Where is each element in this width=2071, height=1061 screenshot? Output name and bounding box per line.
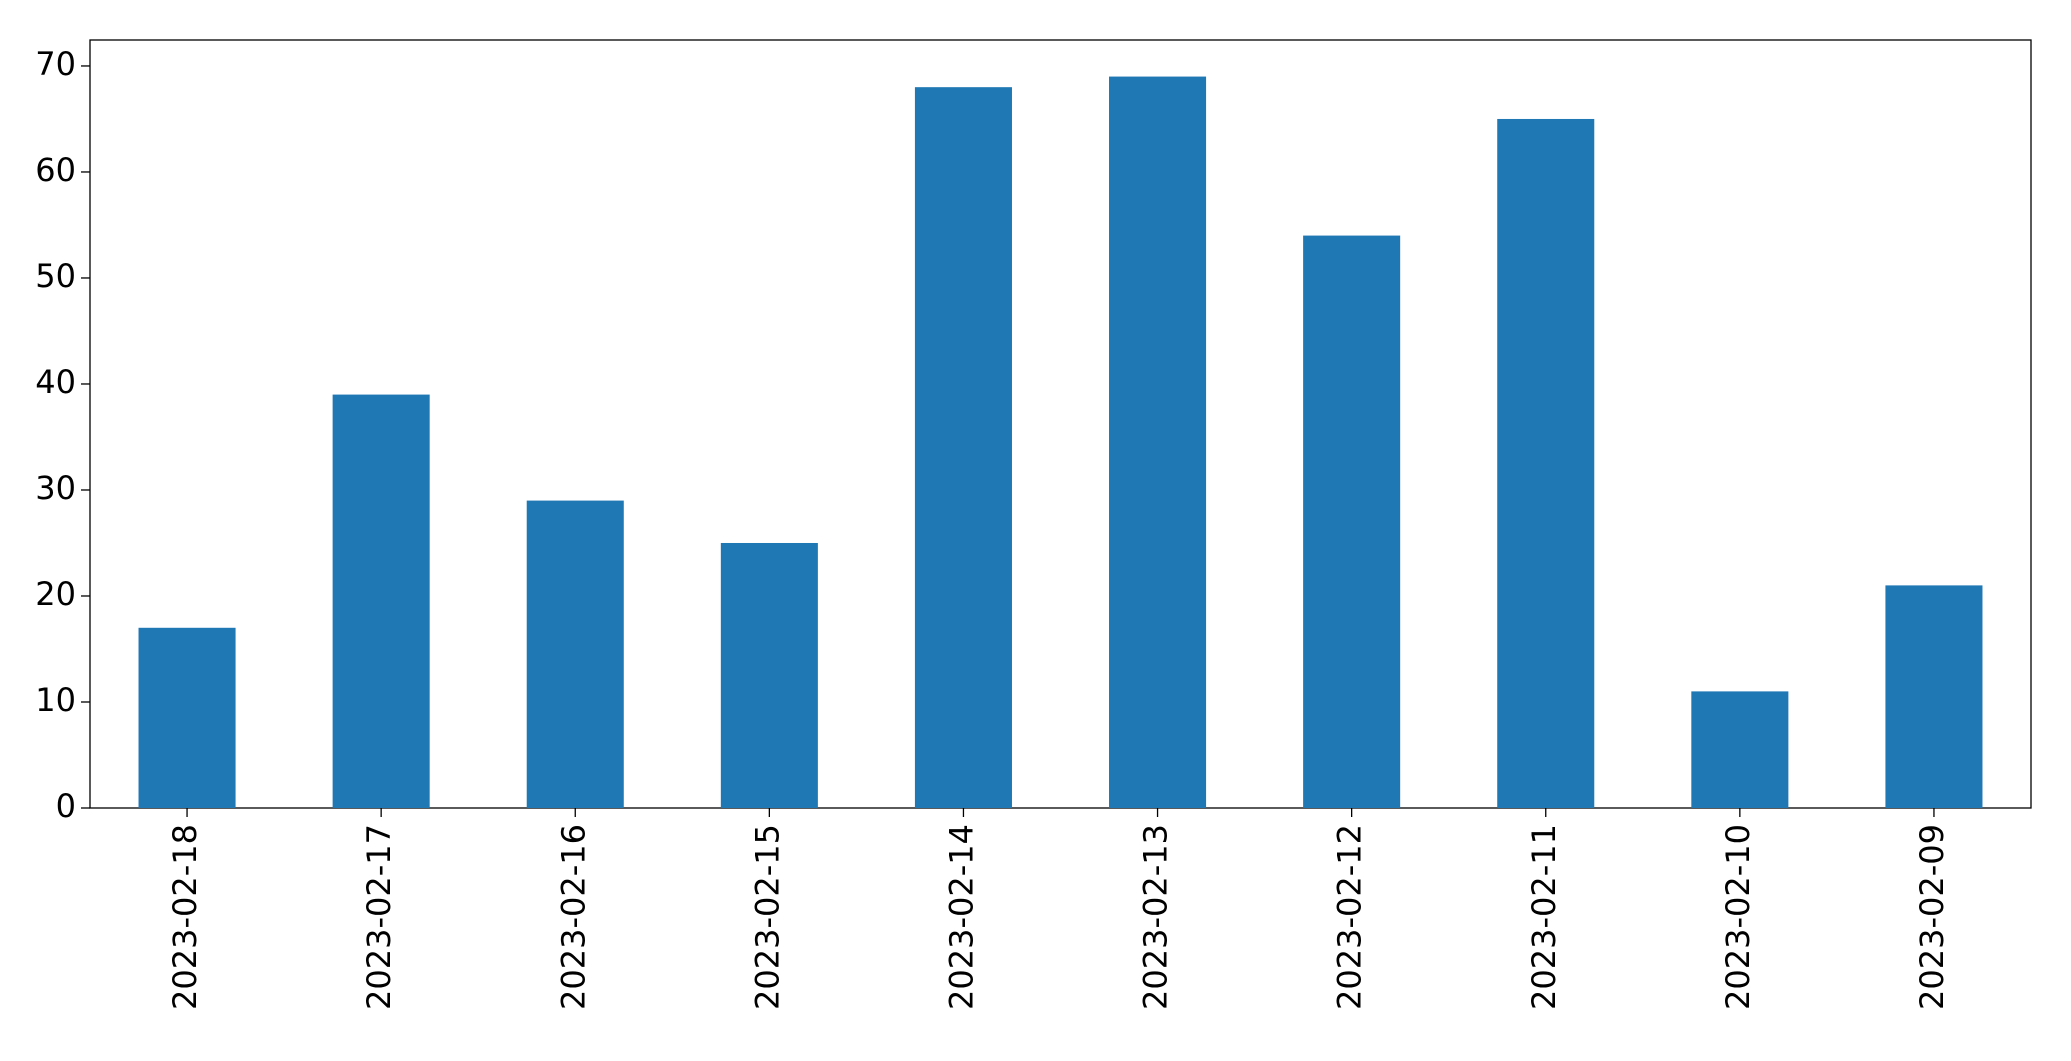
y-tick-label: 60: [35, 151, 76, 189]
x-tick-label: 2023-02-11: [1525, 824, 1563, 1010]
y-tick-label: 0: [56, 787, 76, 825]
x-tick-label: 2023-02-16: [554, 824, 592, 1010]
y-tick-label: 20: [35, 575, 76, 613]
bar: [1303, 235, 1401, 808]
x-tick-label: 2023-02-10: [1719, 824, 1757, 1010]
y-tick-label: 30: [35, 469, 76, 507]
bar: [332, 394, 430, 808]
bar: [914, 87, 1012, 808]
y-tick-label: 50: [35, 257, 76, 295]
bar: [138, 627, 236, 808]
x-tick-label: 2023-02-18: [166, 824, 204, 1010]
bar: [1691, 691, 1789, 808]
bar: [1497, 118, 1595, 808]
x-tick-label: 2023-02-17: [360, 824, 398, 1010]
x-tick-label: 2023-02-09: [1913, 824, 1951, 1010]
y-tick-label: 10: [35, 681, 76, 719]
bar: [526, 500, 624, 808]
x-tick-label: 2023-02-15: [748, 824, 786, 1010]
x-tick-label: 2023-02-14: [942, 824, 980, 1010]
x-tick-label: 2023-02-12: [1331, 824, 1369, 1010]
bar: [720, 542, 818, 808]
bar: [1109, 76, 1207, 809]
y-tick-label: 40: [35, 363, 76, 401]
x-tick-label: 2023-02-13: [1137, 824, 1175, 1010]
bar: [1885, 585, 1983, 808]
plot-frame: [89, 39, 2032, 809]
y-tick-label: 70: [35, 45, 76, 83]
